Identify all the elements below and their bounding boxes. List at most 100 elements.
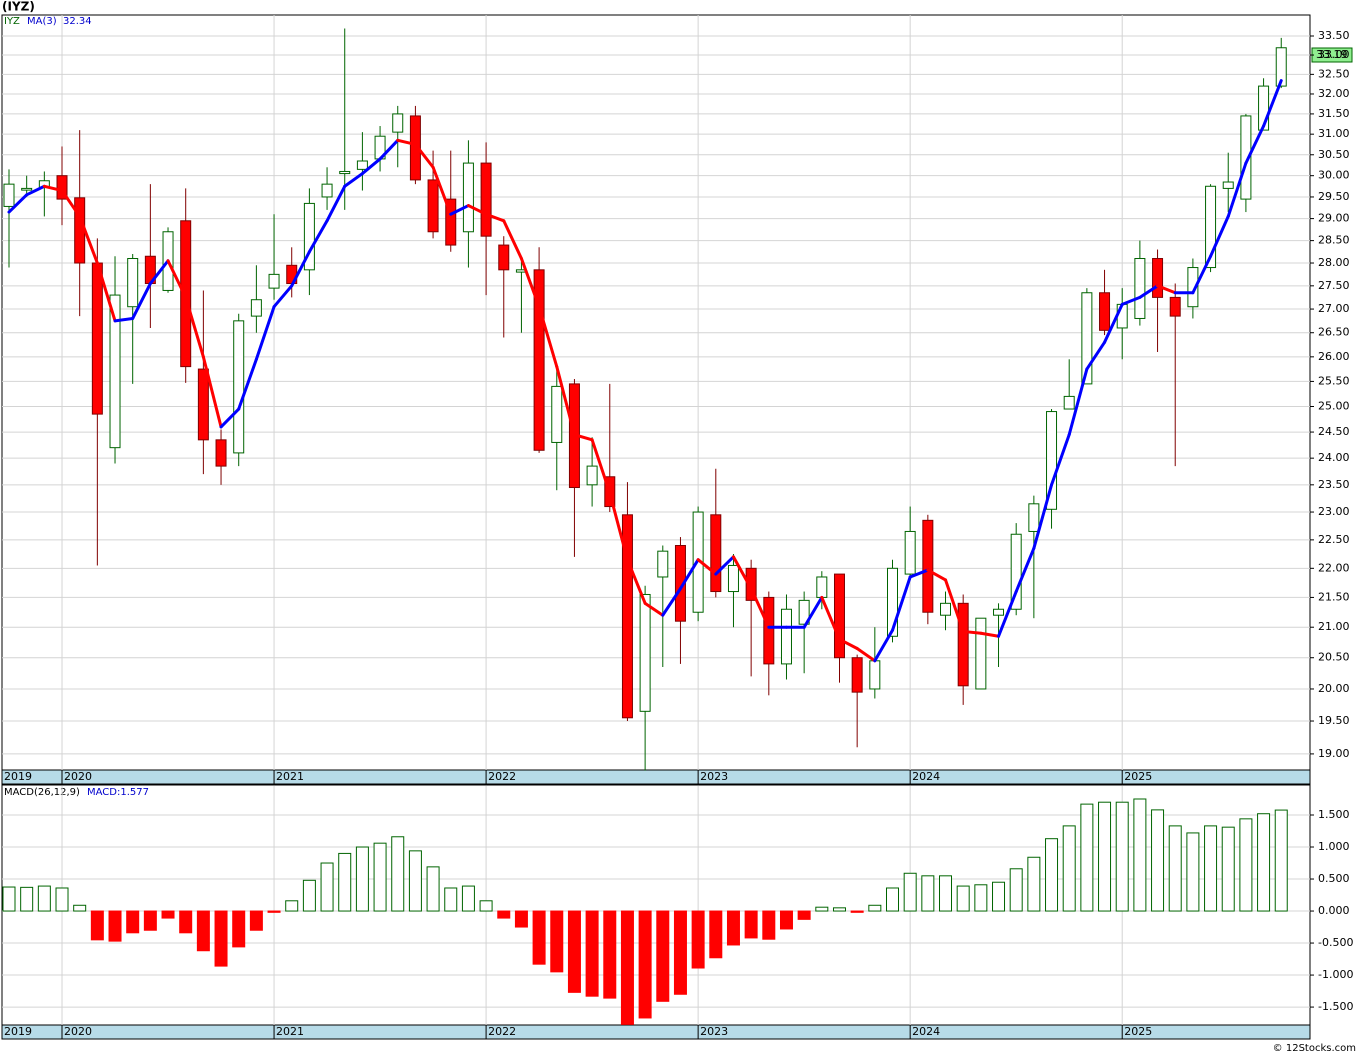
y-tick-label: 30.00 <box>1318 169 1350 182</box>
x-tick-label: 2023 <box>700 1025 728 1038</box>
candle-body <box>1046 411 1058 510</box>
macd-bar <box>797 910 811 920</box>
candle-body <box>621 514 633 719</box>
candle-body <box>869 660 881 690</box>
macd-bar <box>656 910 670 1002</box>
macd-bar <box>1062 825 1076 912</box>
x-tick-label: 2024 <box>912 1025 940 1038</box>
candle-body <box>904 530 916 575</box>
candle-body <box>409 115 421 181</box>
ma-line <box>1050 433 1071 487</box>
macd-bar <box>461 885 475 912</box>
candle-body <box>816 576 828 598</box>
ma-line <box>1103 302 1124 344</box>
y-tick-label: 1.000 <box>1318 840 1350 853</box>
y-tick-label: 32.50 <box>1318 67 1350 80</box>
macd-bar <box>426 866 440 912</box>
ma-line <box>237 357 258 411</box>
y-tick-label: 29.50 <box>1318 190 1350 203</box>
credit: © 12Stocks.com <box>1273 1043 1356 1054</box>
candle-body <box>1028 503 1040 532</box>
ma-line <box>113 316 135 323</box>
y-tick-label: 23.00 <box>1318 505 1350 518</box>
macd-bar <box>20 886 34 912</box>
candle-body <box>74 197 86 264</box>
candle-body <box>462 162 474 233</box>
y-tick-label: 24.50 <box>1318 425 1350 438</box>
macd-bar <box>1115 801 1129 912</box>
candle-body <box>798 599 810 625</box>
ma-line <box>555 365 576 437</box>
ma-line <box>131 282 152 320</box>
candle-body <box>445 198 457 246</box>
macd-bar <box>762 910 776 940</box>
candle-body <box>268 273 280 289</box>
y-tick-label: 19.50 <box>1318 714 1350 727</box>
x-tick-label: 2021 <box>276 770 304 783</box>
y-tick-label: 27.00 <box>1318 302 1350 315</box>
macd-bar <box>567 910 581 993</box>
ma-line <box>926 568 948 582</box>
macd-bar <box>408 850 422 912</box>
ma-line <box>1120 295 1142 306</box>
x-tick-label: 2019 <box>4 1025 32 1038</box>
y-tick-label: -0.500 <box>1318 936 1353 949</box>
y-tick-label: 27.50 <box>1318 279 1350 292</box>
candle-body <box>1152 258 1164 298</box>
ma-line <box>678 558 700 591</box>
candle-body <box>674 545 686 622</box>
candle-body <box>91 262 103 415</box>
macd-bar <box>143 910 157 931</box>
macd-bar <box>585 910 599 997</box>
macd-bar <box>249 910 263 931</box>
ma-line <box>661 587 682 617</box>
y-tick-label: 21.50 <box>1318 590 1350 603</box>
y-tick-label: 0.000 <box>1318 904 1350 917</box>
ma-line <box>1085 340 1107 371</box>
macd-legend: MACD:1.577 <box>87 787 149 798</box>
ma-line <box>78 214 99 265</box>
candle-body <box>321 183 333 198</box>
ma-line <box>1138 284 1160 299</box>
ma-line <box>325 184 347 223</box>
ma-line <box>25 184 46 197</box>
macd-bar <box>1257 813 1271 912</box>
x-tick-label: 2024 <box>912 770 940 783</box>
candle-body <box>197 368 209 441</box>
x-tick-label: 2020 <box>64 1025 92 1038</box>
macd-bar <box>868 904 882 912</box>
y-tick-label: 25.50 <box>1318 374 1350 387</box>
ma-line <box>360 157 382 176</box>
ma-line <box>343 172 364 188</box>
macd-bar <box>1098 801 1112 912</box>
candle-body <box>109 294 121 449</box>
candle-body <box>1240 115 1252 200</box>
candle-body <box>1063 395 1075 410</box>
macd-bar <box>232 910 246 948</box>
y-tick-label: 26.50 <box>1318 326 1350 339</box>
macd-bar <box>673 910 687 995</box>
candle-body <box>533 269 545 451</box>
macd-bar <box>921 875 935 912</box>
x-axis-strip <box>1 769 1311 785</box>
ma-line <box>802 595 824 629</box>
macd-bar <box>779 910 793 930</box>
macd-bar <box>479 900 493 912</box>
ma-line <box>997 590 1018 638</box>
macd-bar <box>373 842 387 912</box>
macd-bar <box>974 884 988 912</box>
ma-line <box>590 438 612 495</box>
y-tick-label: 30.50 <box>1318 148 1350 161</box>
ma-line <box>643 601 665 617</box>
x-tick-label: 2022 <box>488 1025 516 1038</box>
candle-body <box>233 320 245 454</box>
macd-bar <box>108 910 122 942</box>
candle-body <box>639 593 651 712</box>
candle-body <box>887 567 898 637</box>
candle-body <box>303 202 315 271</box>
candle-body <box>339 170 351 175</box>
macd-bar <box>1009 868 1023 912</box>
macd-bar <box>320 862 334 912</box>
ma-line <box>696 558 718 576</box>
